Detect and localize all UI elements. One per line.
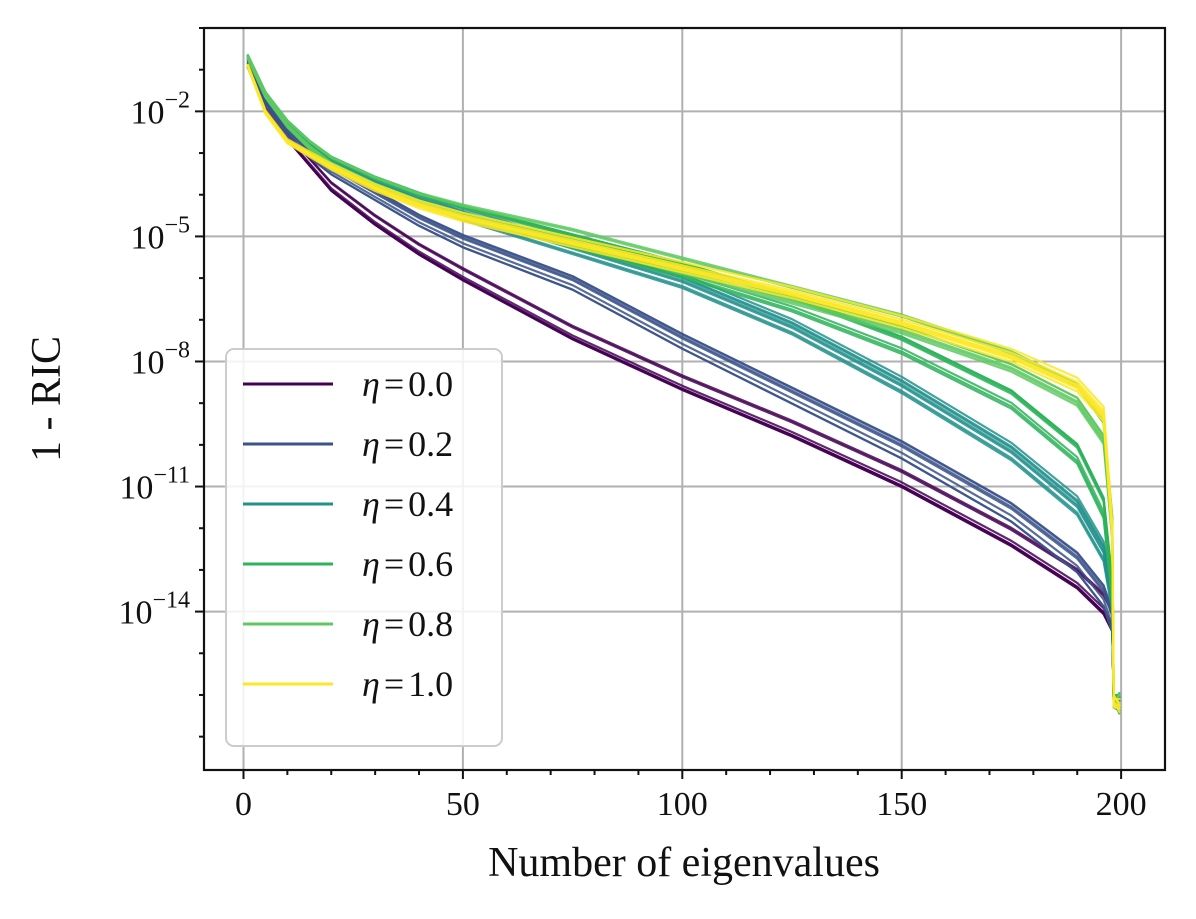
y-tick-base: 10 <box>130 219 164 256</box>
legend-equals: = <box>384 604 404 644</box>
legend-eta-value: 0.2 <box>408 424 453 464</box>
legend-eta-symbol: η <box>362 604 380 644</box>
legend-eta-symbol: η <box>362 544 380 584</box>
y-tick-label: 10−8 <box>130 337 190 381</box>
y-tick-exponent: −8 <box>164 337 190 363</box>
x-axis-ticks: 0 50 100 150 200 <box>235 770 1147 823</box>
legend-eta-symbol: η <box>362 424 380 464</box>
x-tick-label: 150 <box>876 786 927 823</box>
series-lines <box>246 54 1121 715</box>
legend-label-0-2: η = 0.2 <box>362 424 453 464</box>
x-tick-label: 200 <box>1096 786 1147 823</box>
legend-equals: = <box>384 664 404 704</box>
y-tick-base: 10 <box>130 344 164 381</box>
legend-eta-value: 0.0 <box>408 364 453 404</box>
series-line <box>246 64 1121 707</box>
legend-eta-value: 0.8 <box>408 604 453 644</box>
y-tick-base: 10 <box>130 94 164 131</box>
y-tick-base: 10 <box>119 470 153 507</box>
legend-label-0-0: η = 0.0 <box>362 364 453 404</box>
y-tick-exponent: −14 <box>152 588 190 614</box>
legend: η = 0.0η = 0.2η = 0.4η = 0.6η = 0.8η = 1.0 <box>225 348 503 747</box>
y-axis-label: 1 - RIC <box>24 336 70 462</box>
x-tick-label: 100 <box>657 786 708 823</box>
x-tick-label: 50 <box>446 786 480 823</box>
legend-label-1-0: η = 1.0 <box>362 664 453 704</box>
x-tick-label: 0 <box>235 786 252 823</box>
x-axis-label: Number of eigenvalues <box>488 840 880 886</box>
legend-eta-symbol: η <box>362 364 380 404</box>
y-tick-label: 10−2 <box>130 87 190 131</box>
legend-equals: = <box>384 424 404 464</box>
legend-eta-symbol: η <box>362 484 380 524</box>
series-line <box>246 66 1121 714</box>
series-1-0 <box>246 63 1121 713</box>
y-tick-exponent: −2 <box>164 87 190 113</box>
y-tick-exponent: −11 <box>153 463 190 489</box>
legend-eta-symbol: η <box>362 664 380 704</box>
y-tick-label: 10−5 <box>130 212 190 256</box>
legend-eta-value: 0.6 <box>408 544 453 584</box>
plot-frame <box>202 26 1167 772</box>
legend-equals: = <box>384 484 404 524</box>
y-tick-exponent: −5 <box>164 212 190 238</box>
grid-lines <box>204 28 1165 770</box>
legend-label-0-4: η = 0.4 <box>362 484 453 524</box>
legend-label-0-6: η = 0.6 <box>362 544 453 584</box>
y-tick-base: 10 <box>118 595 152 632</box>
legend-eta-value: 1.0 <box>408 664 453 704</box>
y-tick-label: 10−14 <box>118 588 190 632</box>
legend-eta-value: 0.4 <box>408 484 453 524</box>
legend-equals: = <box>384 544 404 584</box>
legend-box <box>225 348 503 747</box>
y-tick-label: 10−11 <box>119 463 190 507</box>
legend-equals: = <box>384 364 404 404</box>
legend-label-0-8: η = 0.8 <box>362 604 453 644</box>
